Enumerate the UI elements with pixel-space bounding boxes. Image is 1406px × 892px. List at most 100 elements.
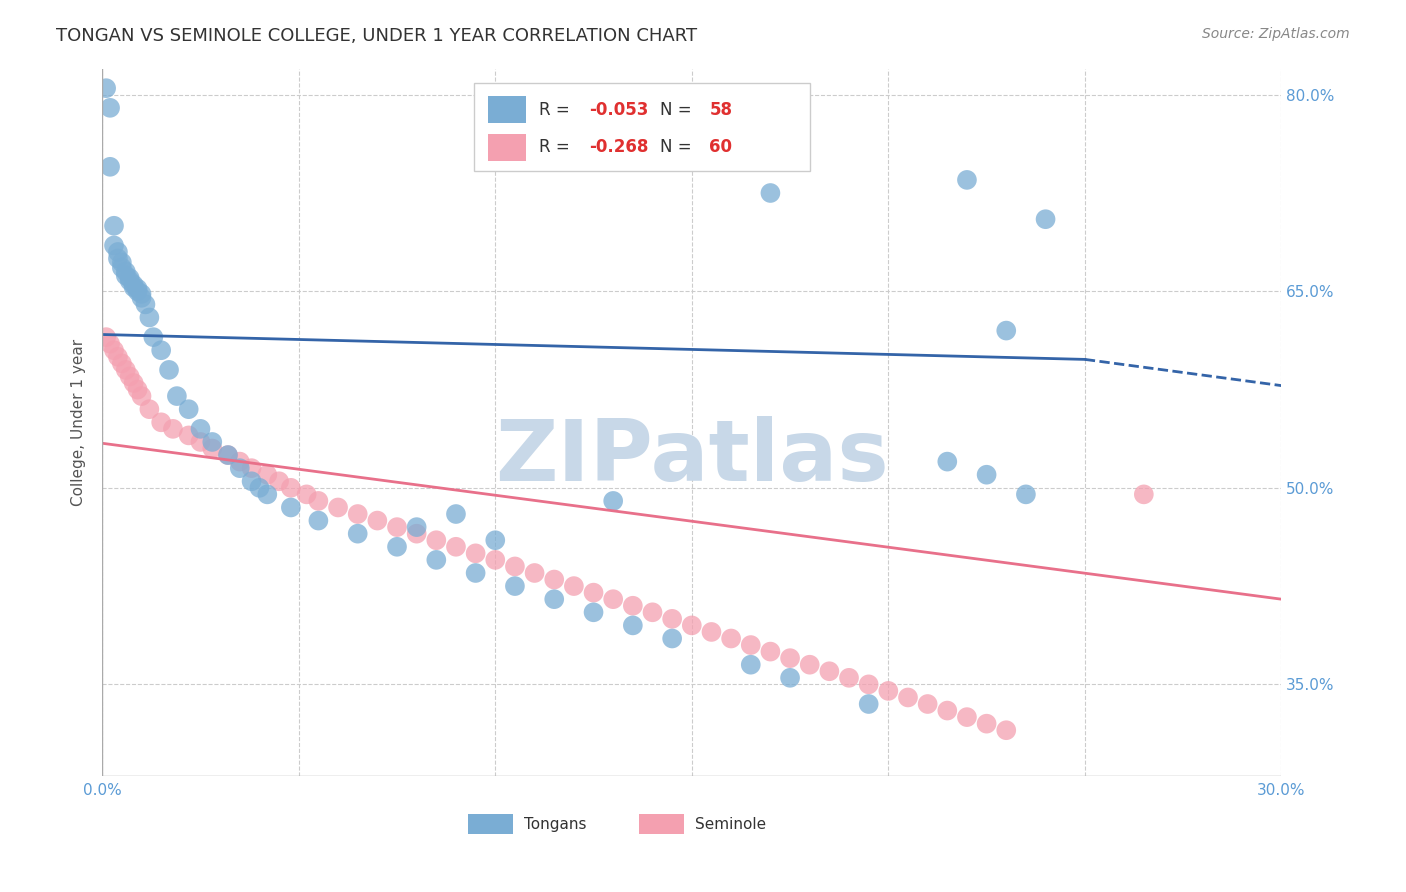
- Point: [98, 336, 121, 351]
- Point: [118, 274, 141, 288]
- Bar: [468, 814, 513, 834]
- Point: [995, 723, 1018, 738]
- Point: [858, 697, 880, 711]
- Point: [897, 690, 920, 705]
- Point: [229, 454, 252, 468]
- Text: 60: 60: [710, 138, 733, 156]
- Point: [740, 638, 762, 652]
- Text: Tongans: Tongans: [524, 817, 586, 831]
- Point: [249, 481, 271, 495]
- Point: [94, 81, 117, 95]
- Text: TONGAN VS SEMINOLE COLLEGE, UNDER 1 YEAR CORRELATION CHART: TONGAN VS SEMINOLE COLLEGE, UNDER 1 YEAR…: [56, 27, 697, 45]
- Point: [131, 389, 153, 403]
- Point: [122, 280, 145, 294]
- Point: [240, 475, 263, 489]
- Y-axis label: College, Under 1 year: College, Under 1 year: [72, 339, 86, 506]
- Point: [759, 644, 782, 658]
- Point: [150, 415, 173, 429]
- Point: [503, 579, 526, 593]
- Point: [346, 526, 368, 541]
- Point: [562, 579, 585, 593]
- Point: [956, 173, 979, 187]
- Point: [838, 671, 860, 685]
- Point: [107, 252, 129, 266]
- Point: [98, 160, 121, 174]
- Point: [582, 585, 605, 599]
- Text: -0.268: -0.268: [589, 138, 648, 156]
- Point: [956, 710, 979, 724]
- Point: [240, 461, 263, 475]
- Point: [166, 389, 188, 403]
- Point: [190, 434, 212, 449]
- Point: [641, 605, 664, 619]
- Point: [326, 500, 349, 515]
- Point: [799, 657, 821, 672]
- Point: [759, 186, 782, 200]
- Point: [111, 260, 134, 275]
- Text: N =: N =: [659, 101, 697, 119]
- Point: [602, 494, 624, 508]
- Point: [1015, 487, 1038, 501]
- Point: [114, 363, 136, 377]
- Point: [621, 618, 644, 632]
- Point: [127, 383, 149, 397]
- Point: [700, 624, 723, 639]
- Point: [256, 467, 278, 482]
- Point: [107, 350, 129, 364]
- Text: N =: N =: [659, 138, 697, 156]
- Point: [779, 671, 801, 685]
- Point: [118, 271, 141, 285]
- Point: [936, 704, 959, 718]
- Point: [94, 330, 117, 344]
- Point: [157, 363, 180, 377]
- Point: [217, 448, 239, 462]
- Point: [976, 716, 998, 731]
- Point: [111, 255, 134, 269]
- Point: [858, 677, 880, 691]
- Bar: [638, 814, 683, 834]
- Text: 58: 58: [710, 101, 733, 119]
- Point: [280, 500, 302, 515]
- Point: [122, 376, 145, 390]
- Point: [405, 520, 427, 534]
- Point: [307, 494, 329, 508]
- Point: [779, 651, 801, 665]
- Point: [740, 657, 762, 672]
- Point: [131, 291, 153, 305]
- Point: [280, 481, 302, 495]
- Point: [464, 546, 486, 560]
- Point: [256, 487, 278, 501]
- Text: R =: R =: [538, 101, 575, 119]
- Text: Seminole: Seminole: [696, 817, 766, 831]
- Point: [267, 475, 290, 489]
- Bar: [488, 134, 526, 161]
- Point: [134, 297, 156, 311]
- Point: [131, 286, 153, 301]
- Point: [543, 573, 565, 587]
- Point: [818, 665, 841, 679]
- Point: [877, 684, 900, 698]
- Point: [661, 612, 683, 626]
- Point: [1133, 487, 1156, 501]
- Point: [177, 428, 200, 442]
- Point: [114, 268, 136, 283]
- Point: [464, 566, 486, 580]
- Point: [295, 487, 318, 501]
- Point: [190, 422, 212, 436]
- Point: [444, 507, 467, 521]
- Text: R =: R =: [538, 138, 575, 156]
- Point: [118, 369, 141, 384]
- Point: [484, 533, 506, 548]
- Point: [582, 605, 605, 619]
- Point: [602, 592, 624, 607]
- FancyBboxPatch shape: [474, 83, 810, 171]
- Point: [484, 553, 506, 567]
- Point: [162, 422, 184, 436]
- Bar: [488, 96, 526, 123]
- Point: [1035, 212, 1057, 227]
- Point: [217, 448, 239, 462]
- Point: [150, 343, 173, 358]
- Text: -0.053: -0.053: [589, 101, 648, 119]
- Point: [385, 520, 408, 534]
- Point: [425, 533, 447, 548]
